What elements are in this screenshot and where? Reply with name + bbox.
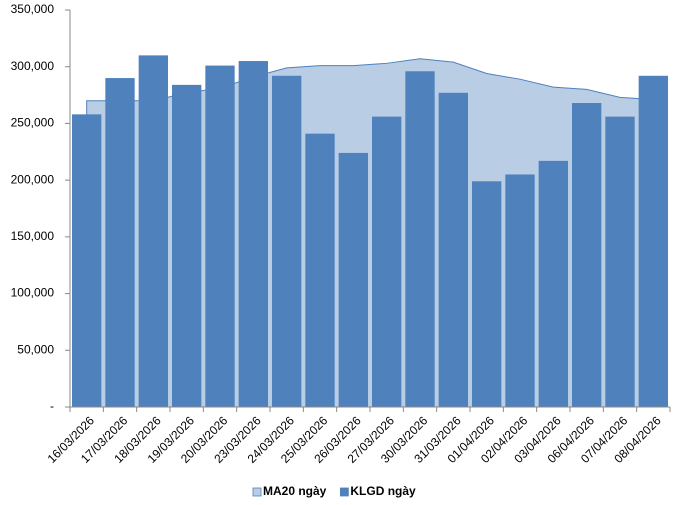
bar [172, 84, 202, 407]
bar [638, 75, 668, 407]
y-tick-label: 100,000 [11, 286, 55, 300]
bar [438, 92, 468, 407]
bar [572, 103, 602, 408]
bar [238, 61, 268, 408]
legend-label: KLGD ngày [350, 484, 416, 498]
bar [605, 116, 635, 407]
y-tick-label: - [50, 399, 54, 413]
y-tick-label: 250,000 [11, 116, 55, 130]
bar [105, 78, 135, 408]
legend-swatch [252, 487, 262, 497]
bar [272, 75, 302, 407]
ma-area [86, 58, 654, 408]
bar [505, 174, 535, 407]
y-tick-label: 200,000 [11, 172, 55, 186]
bar [372, 116, 402, 407]
bar [305, 133, 335, 407]
y-tick-label: 50,000 [17, 342, 54, 356]
y-tick-label: 150,000 [11, 229, 55, 243]
legend-swatch [339, 487, 349, 497]
bar [538, 160, 568, 407]
bar [138, 55, 168, 407]
y-tick-label: 350,000 [11, 2, 55, 16]
y-tick-label: 300,000 [11, 59, 55, 73]
bar [405, 71, 435, 407]
bar [472, 181, 502, 407]
bar [72, 114, 102, 408]
legend: MA20 ngày KLGD ngày [252, 484, 416, 498]
bar [338, 152, 368, 407]
bar [205, 65, 235, 407]
legend-label: MA20 ngày [263, 484, 327, 498]
